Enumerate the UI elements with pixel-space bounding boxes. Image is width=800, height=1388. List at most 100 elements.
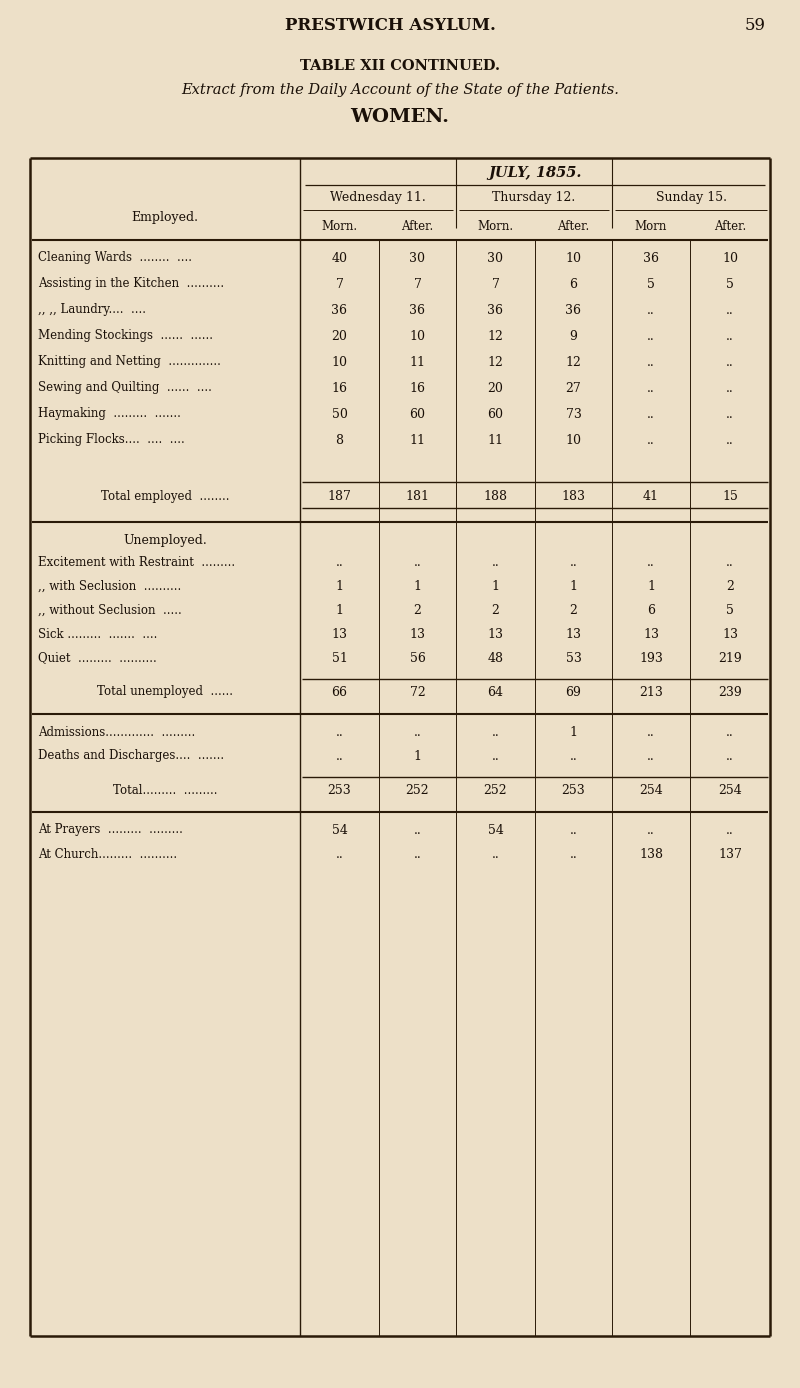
Text: 10: 10 [566, 433, 582, 447]
Text: After.: After. [714, 219, 746, 233]
Text: Extract from the Daily Account of the State of the Patients.: Extract from the Daily Account of the St… [181, 83, 619, 97]
Text: ..: .. [726, 555, 734, 569]
Text: ..: .. [336, 848, 343, 861]
Text: 5: 5 [647, 278, 655, 290]
Text: ..: .. [414, 848, 422, 861]
Text: Quiet  .........  ..........: Quiet ......... .......... [38, 651, 157, 665]
Text: ..: .. [414, 555, 422, 569]
Text: 40: 40 [331, 251, 347, 265]
Text: 66: 66 [331, 686, 347, 698]
Text: 5: 5 [726, 604, 734, 616]
Text: ..: .. [570, 750, 578, 762]
Text: 36: 36 [331, 304, 347, 316]
Text: 16: 16 [331, 382, 347, 394]
Text: ..: .. [726, 304, 734, 316]
Text: 181: 181 [406, 490, 430, 502]
Text: 30: 30 [487, 251, 503, 265]
Text: 13: 13 [643, 627, 659, 640]
Text: 12: 12 [487, 355, 503, 368]
Text: ..: .. [570, 823, 578, 837]
Text: Thursday 12.: Thursday 12. [492, 192, 576, 204]
Text: 239: 239 [718, 686, 742, 698]
Text: Excitement with Restraint  .........: Excitement with Restraint ......... [38, 555, 235, 569]
Text: Total unemployed  ......: Total unemployed ...... [97, 686, 233, 698]
Text: 1: 1 [335, 580, 343, 593]
Text: 252: 252 [406, 783, 430, 797]
Text: 59: 59 [745, 18, 766, 35]
Text: ..: .. [336, 555, 343, 569]
Text: Morn.: Morn. [322, 219, 358, 233]
Text: Unemployed.: Unemployed. [123, 533, 207, 547]
Text: 12: 12 [566, 355, 582, 368]
Text: ..: .. [492, 555, 499, 569]
Text: ..: .. [726, 433, 734, 447]
Text: At Prayers  .........  .........: At Prayers ......... ......... [38, 823, 183, 837]
Text: ..: .. [414, 823, 422, 837]
Text: 13: 13 [487, 627, 503, 640]
Text: 13: 13 [566, 627, 582, 640]
Text: ..: .. [492, 750, 499, 762]
Text: Mending Stockings  ......  ......: Mending Stockings ...... ...... [38, 329, 213, 343]
Text: 11: 11 [410, 433, 426, 447]
Text: 2: 2 [726, 580, 734, 593]
Text: Morn: Morn [635, 219, 667, 233]
Text: Sunday 15.: Sunday 15. [655, 192, 726, 204]
Text: 64: 64 [487, 686, 503, 698]
Text: 36: 36 [566, 304, 582, 316]
Text: ..: .. [647, 304, 655, 316]
Text: JULY, 1855.: JULY, 1855. [488, 167, 582, 180]
Text: ..: .. [647, 408, 655, 421]
Text: Morn.: Morn. [478, 219, 514, 233]
Text: ..: .. [726, 382, 734, 394]
Text: 60: 60 [410, 408, 426, 421]
Text: 72: 72 [410, 686, 426, 698]
Text: 56: 56 [410, 651, 426, 665]
Text: 188: 188 [483, 490, 507, 502]
Text: 53: 53 [566, 651, 582, 665]
Text: 73: 73 [566, 408, 582, 421]
Text: Haymaking  .........  .......: Haymaking ......... ....... [38, 408, 181, 421]
Text: 253: 253 [562, 783, 586, 797]
Text: 15: 15 [722, 490, 738, 502]
Text: 1: 1 [570, 726, 578, 738]
Text: ,, without Seclusion  .....: ,, without Seclusion ..... [38, 604, 182, 616]
Text: 138: 138 [639, 848, 663, 861]
Text: ..: .. [492, 726, 499, 738]
Text: ..: .. [414, 726, 422, 738]
Text: 10: 10 [722, 251, 738, 265]
Text: ..: .. [726, 823, 734, 837]
Text: 5: 5 [726, 278, 734, 290]
Text: 1: 1 [335, 604, 343, 616]
Text: 48: 48 [487, 651, 503, 665]
Text: ..: .. [492, 848, 499, 861]
Text: 1: 1 [414, 580, 422, 593]
Text: ,, with Seclusion  ..........: ,, with Seclusion .......... [38, 580, 182, 593]
Text: 8: 8 [335, 433, 343, 447]
Text: 219: 219 [718, 651, 742, 665]
Text: After.: After. [558, 219, 590, 233]
Text: 13: 13 [331, 627, 347, 640]
Text: 2: 2 [414, 604, 422, 616]
Text: Cleaning Wards  ........  ....: Cleaning Wards ........ .... [38, 251, 192, 265]
Text: ..: .. [647, 555, 655, 569]
Text: Total.........  .........: Total......... ......... [113, 783, 218, 797]
Text: 6: 6 [647, 604, 655, 616]
Text: 11: 11 [487, 433, 503, 447]
Text: 51: 51 [331, 651, 347, 665]
Text: 1: 1 [570, 580, 578, 593]
Text: ..: .. [647, 382, 655, 394]
Text: ..: .. [726, 750, 734, 762]
Text: 137: 137 [718, 848, 742, 861]
Text: ..: .. [726, 408, 734, 421]
Text: Picking Flocks....  ....  ....: Picking Flocks.... .... .... [38, 433, 185, 447]
Text: TABLE XII CONTINUED.: TABLE XII CONTINUED. [300, 60, 500, 74]
Text: 253: 253 [328, 783, 351, 797]
Text: ..: .. [726, 726, 734, 738]
Text: 7: 7 [491, 278, 499, 290]
Text: 2: 2 [570, 604, 578, 616]
Text: 20: 20 [331, 329, 347, 343]
Text: ..: .. [570, 555, 578, 569]
Text: 9: 9 [570, 329, 578, 343]
Text: ..: .. [647, 823, 655, 837]
Text: 193: 193 [639, 651, 663, 665]
